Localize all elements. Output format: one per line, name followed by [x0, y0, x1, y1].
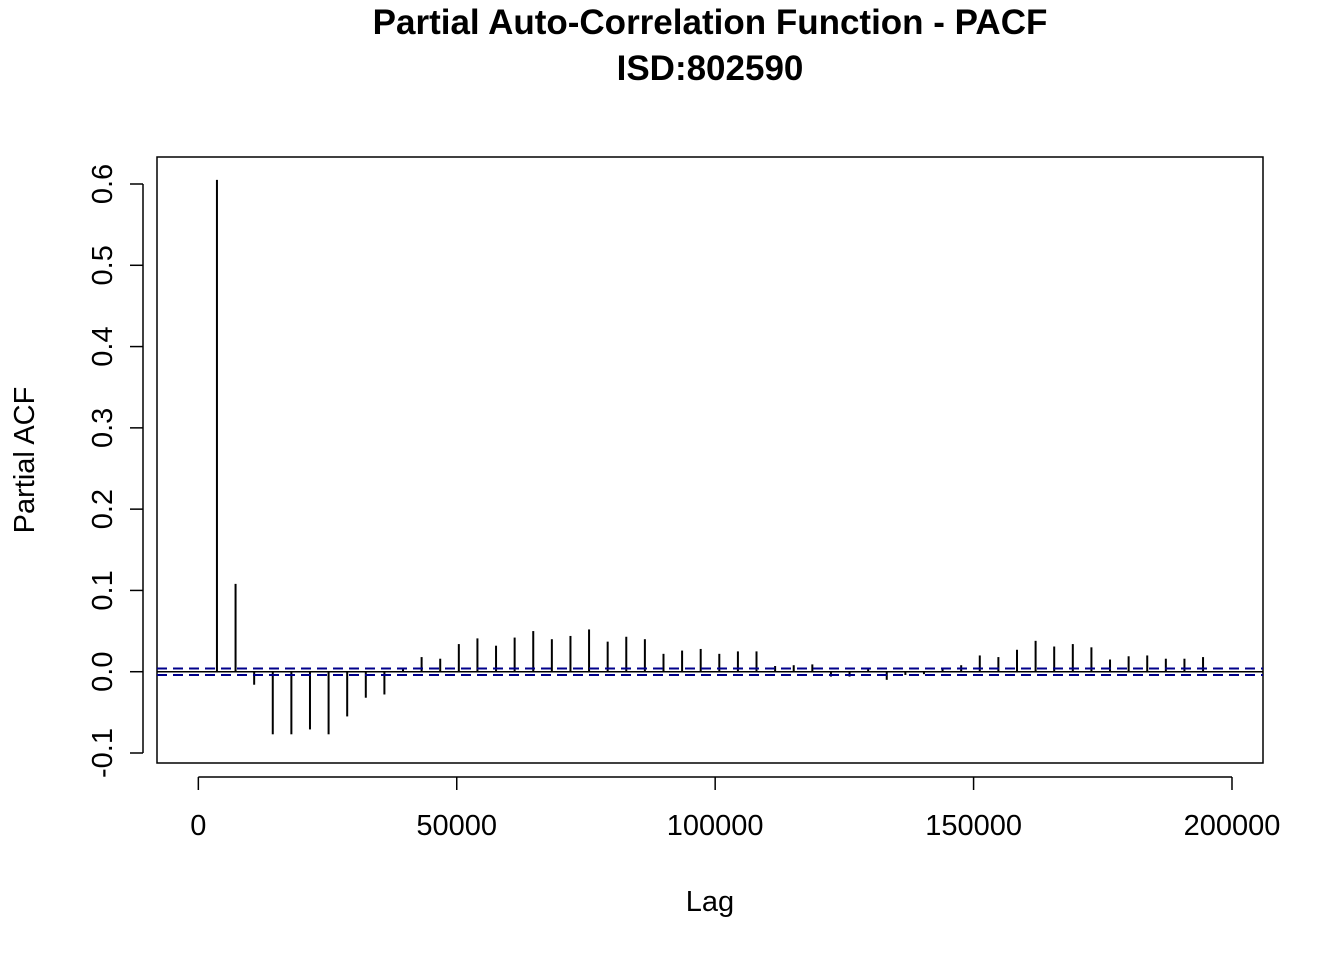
x-axis-label: Lag	[686, 886, 734, 918]
y-tick-label: 0.5	[87, 245, 119, 285]
x-tick-label: 50000	[416, 810, 497, 842]
y-tick-label: 0.0	[87, 652, 119, 692]
chart-title: Partial Auto-Correlation Function - PACF	[373, 3, 1048, 42]
x-tick-label: 200000	[1184, 810, 1281, 842]
plot-frame	[156, 156, 1264, 764]
x-tick-label: 100000	[667, 810, 764, 842]
y-tick-label: 0.4	[87, 326, 119, 366]
x-axis: 0 50000 100000 150000 200000	[190, 776, 1281, 842]
y-tick-label: 0.2	[87, 489, 119, 529]
y-tick-label: -0.1	[87, 728, 119, 778]
y-tick-label: 0.1	[87, 570, 119, 610]
pacf-bars	[157, 179, 1263, 735]
y-axis: -0.1 0.0 0.1 0.2 0.3 0.4 0.5 0.6	[87, 164, 144, 778]
y-tick-label: 0.6	[87, 164, 119, 204]
x-tick-label: 0	[190, 810, 206, 842]
y-tick-label: 0.3	[87, 408, 119, 448]
chart-subtitle: ISD:802590	[617, 49, 804, 88]
x-tick-label: 150000	[925, 810, 1022, 842]
y-axis-label: Partial ACF	[9, 387, 41, 534]
